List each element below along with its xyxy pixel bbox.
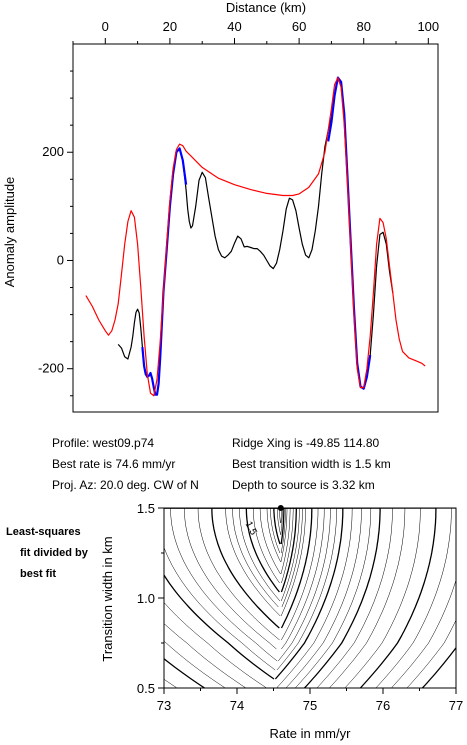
misfit-contour-chart: Rate in mm/yr Transition width in km 73 7… xyxy=(100,501,463,741)
top-x-axis-title: Distance (km) xyxy=(226,0,306,15)
side-label-line-1: Least-squares xyxy=(6,526,81,538)
contour-line xyxy=(252,508,294,584)
contour-line xyxy=(245,508,297,593)
contour-line xyxy=(164,508,337,671)
contour-line xyxy=(184,508,325,650)
top-x-tick-label: 40 xyxy=(227,19,241,34)
contour-line xyxy=(239,508,300,602)
top-x-tick-label: 20 xyxy=(163,19,177,34)
best-rate-text: Best rate is 74.6 mm/yr xyxy=(52,457,175,471)
contour-line xyxy=(164,508,362,688)
contour-line xyxy=(197,508,319,641)
ridge-xing-text: Ridge Xing is -49.85 114.80 xyxy=(232,436,380,450)
bottom-x-tick-label: 73 xyxy=(157,698,171,713)
contour-lines xyxy=(164,508,456,688)
bottom-x-axis-title: Rate in mm/yr xyxy=(270,726,352,741)
bottom-x-tick-label: 76 xyxy=(376,698,390,713)
bottom-plot-frame xyxy=(163,507,457,689)
bottom-x-tick-label: 74 xyxy=(230,698,244,713)
contour-line xyxy=(164,508,381,688)
best-fit-marker xyxy=(277,505,284,511)
side-label: Least-squares fit divided by best fit xyxy=(6,526,89,580)
contour-line xyxy=(164,508,406,688)
contour-line xyxy=(164,508,344,680)
bottom-y-tick-label: 0.5 xyxy=(137,681,155,696)
top-y-axis-title: Anomaly amplitude xyxy=(2,177,17,288)
contour-line xyxy=(164,508,421,688)
contour-line xyxy=(277,508,283,536)
contour-line xyxy=(259,508,291,575)
contour-line xyxy=(164,508,437,688)
bottom-x-tick-label: 75 xyxy=(303,698,317,713)
contour-line xyxy=(164,508,353,688)
top-x-tick-label: 80 xyxy=(356,19,370,34)
bottom-y-tick-label: 1.0 xyxy=(137,591,155,606)
top-plot-frame xyxy=(72,43,439,413)
side-label-line-3: best fit xyxy=(20,568,56,580)
top-y-tick-label: 0 xyxy=(57,252,64,267)
profile-series-line-3 xyxy=(85,77,426,397)
contour-line xyxy=(270,508,286,554)
contour-line xyxy=(164,508,452,688)
contour-line xyxy=(279,508,282,524)
contour-line xyxy=(211,508,313,629)
contour-line xyxy=(273,508,285,545)
bottom-y-axis-title: Transition width in km xyxy=(100,536,115,661)
proj-az-text: Proj. Az: 20.0 deg. CW of N xyxy=(52,478,199,492)
contour-line xyxy=(225,508,306,617)
contour-line xyxy=(170,508,331,662)
top-x-tick-label: 100 xyxy=(417,19,439,34)
top-x-tick-label: 0 xyxy=(102,19,109,34)
side-label-line-2: fit divided by xyxy=(20,547,89,559)
contour-line xyxy=(164,508,456,688)
profile-series-line-2 xyxy=(327,76,372,390)
contour-line xyxy=(164,508,393,688)
depth-text: Depth to source is 3.32 km xyxy=(232,478,375,492)
best-width-text: Best transition width is 1.5 km xyxy=(232,457,391,471)
profile-text: Profile: west09.p74 xyxy=(52,436,154,450)
contour-line xyxy=(266,508,288,563)
top-y-tick-label: -200 xyxy=(38,361,64,376)
contour-line xyxy=(164,508,456,688)
contour-line xyxy=(232,508,303,608)
bottom-x-tick-label: 77 xyxy=(449,698,463,713)
profile-chart: Distance (km) Anomaly amplitude 0 20 40 60 8… xyxy=(2,0,439,413)
contour-line xyxy=(164,508,372,688)
bottom-axis-ticks: 73 74 75 76 77 0.5 1.0 1.5 xyxy=(137,501,463,713)
top-axis-ticks: 0 20 40 60 80 100 -200 0 200 xyxy=(38,19,439,397)
top-x-tick-label: 60 xyxy=(292,19,306,34)
top-y-tick-label: 200 xyxy=(42,144,64,159)
info-block: Profile: west09.p74 Best rate is 74.6 mm… xyxy=(52,436,391,492)
profile-series xyxy=(85,76,426,397)
bottom-y-tick-label: 1.5 xyxy=(137,501,155,516)
